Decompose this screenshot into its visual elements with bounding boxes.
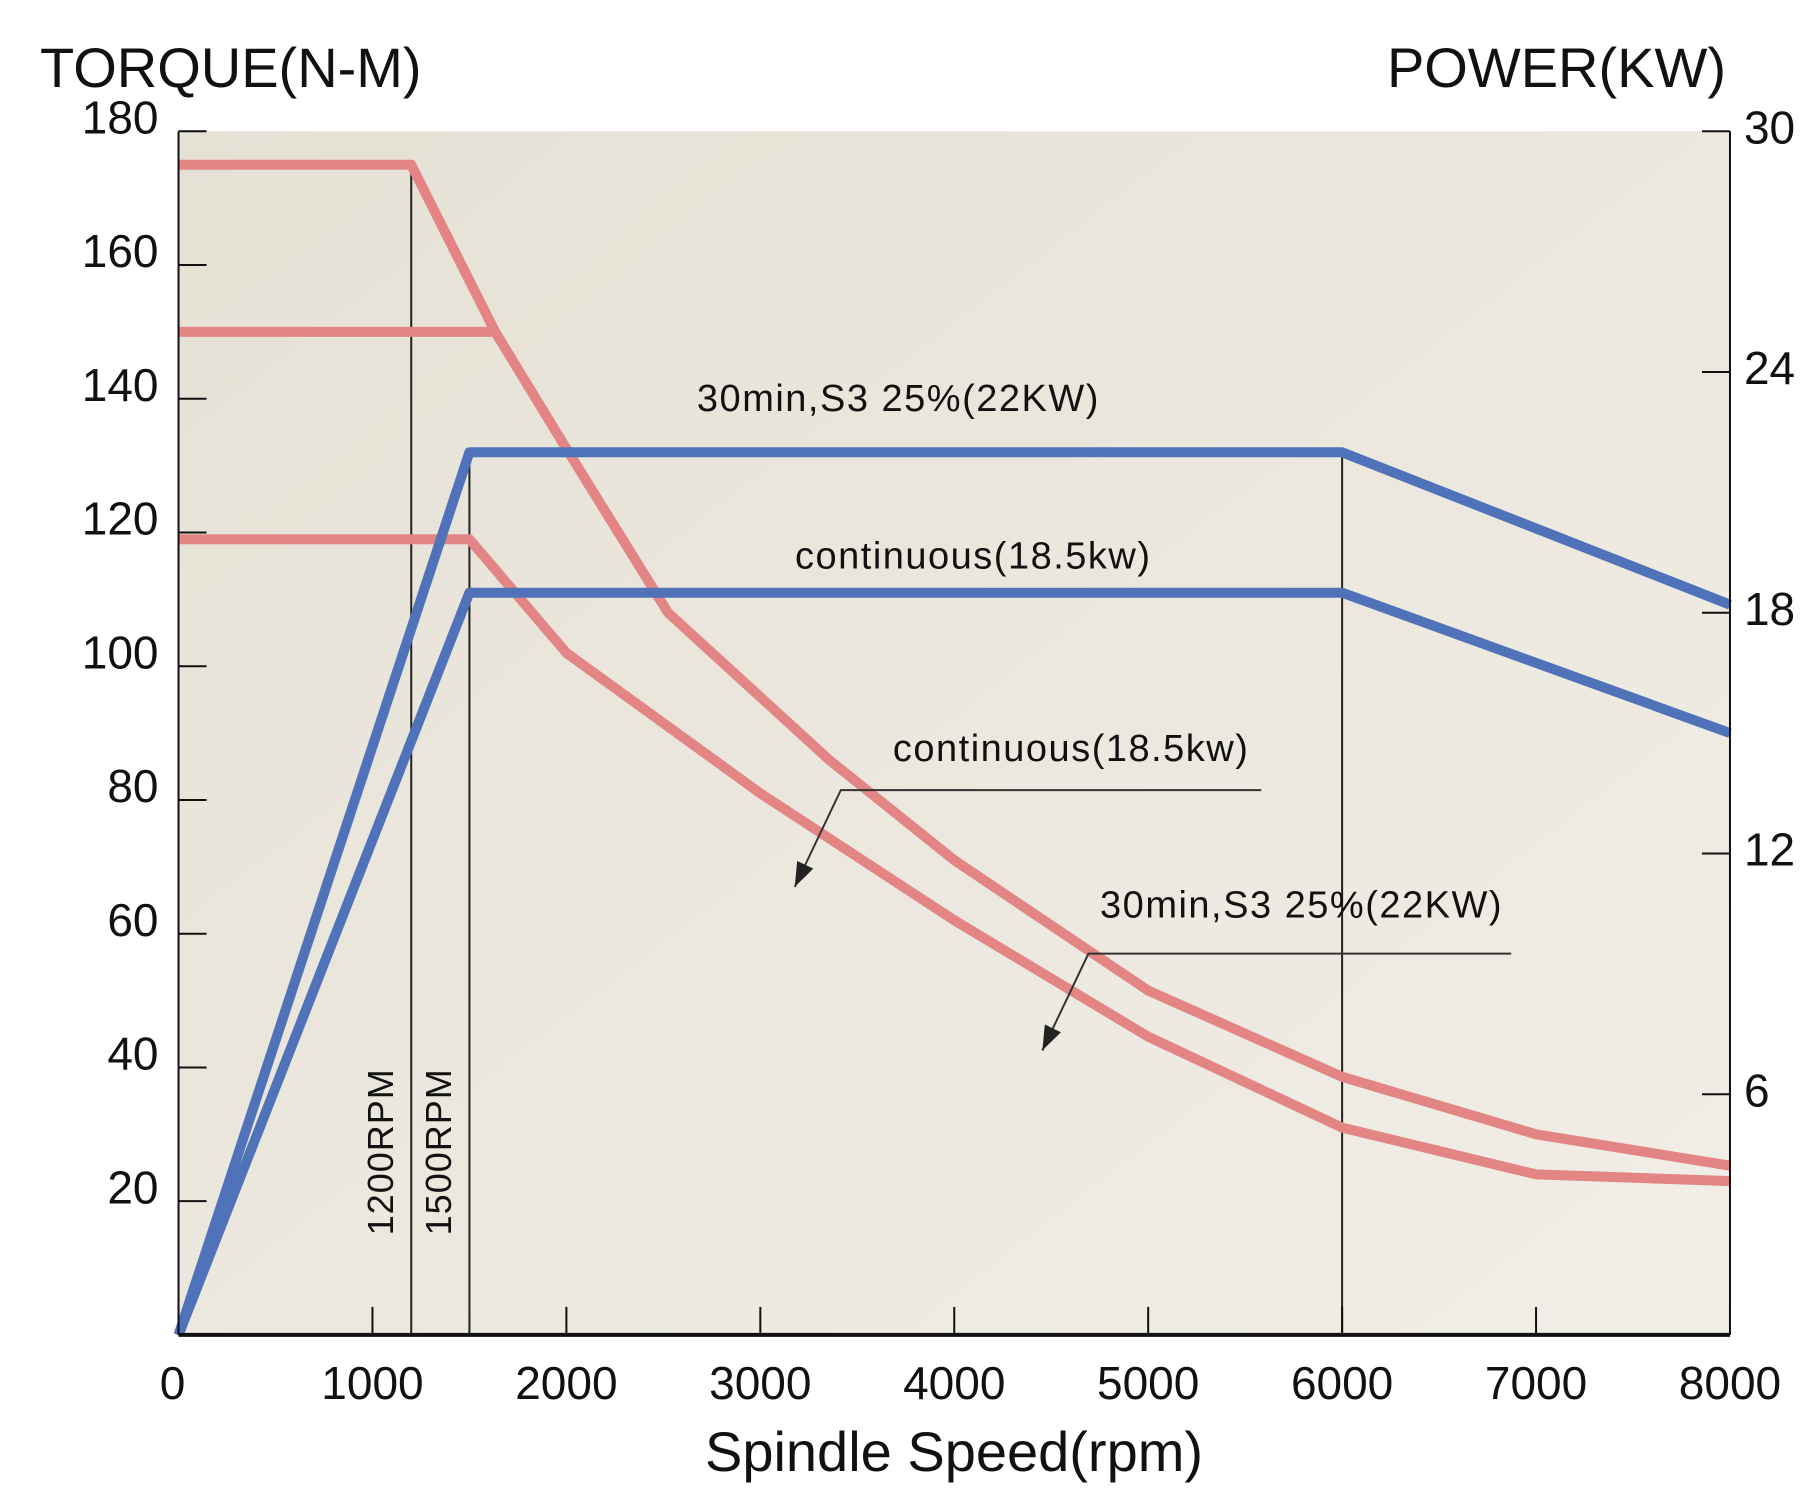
reference-label: 1500RPM <box>418 1068 459 1235</box>
x-tick-label: 8000 <box>1679 1357 1781 1409</box>
annotation: continuous(18.5kw) <box>795 536 1152 578</box>
y-tick-label: 180 <box>82 91 159 143</box>
series-line <box>173 587 1732 1337</box>
x-tick-label: 2000 <box>515 1357 617 1409</box>
x-tick-label: 6000 <box>1291 1357 1393 1409</box>
y2-tick-label: 30 <box>1744 101 1795 153</box>
y2-tick-label: 12 <box>1744 824 1795 876</box>
series-line <box>178 159 1731 1171</box>
y-tick-label: 80 <box>107 760 158 812</box>
x-tick-label: 3000 <box>709 1357 811 1409</box>
series-line <box>178 534 1731 1187</box>
y2-axis-title: POWER(KW) <box>1387 36 1726 99</box>
y-tick-label: 160 <box>82 225 159 277</box>
annotation: 30min,S3 25%(22KW) <box>1100 885 1503 927</box>
leader-line <box>793 789 1262 888</box>
annotation: 30min,S3 25%(22KW) <box>697 378 1100 420</box>
y-tick-label: 40 <box>107 1028 158 1080</box>
y2-tick-label: 18 <box>1744 583 1795 635</box>
x-tick-label: 4000 <box>903 1357 1005 1409</box>
y-tick-label: 60 <box>107 894 158 946</box>
y-tick-label: 20 <box>107 1161 158 1213</box>
reference-label: 1200RPM <box>360 1068 401 1235</box>
x-tick-label: 1000 <box>321 1357 423 1409</box>
y-tick-label: 140 <box>82 359 159 411</box>
x-axis-title: Spindle Speed(rpm) <box>705 1420 1203 1483</box>
y-tick-label: 100 <box>82 626 159 678</box>
x-tick-label: 5000 <box>1097 1357 1199 1409</box>
series-line <box>173 447 1732 1337</box>
y-axis-title: TORQUE(N-M) <box>40 36 422 99</box>
annotation: continuous(18.5kw) <box>893 728 1250 770</box>
x-tick-label: 7000 <box>1485 1357 1587 1409</box>
leader-arrow <box>794 860 814 887</box>
y-tick-label: 120 <box>82 493 159 545</box>
leader-arrow <box>1042 1024 1061 1051</box>
y2-tick-label: 6 <box>1744 1064 1770 1116</box>
leader-line <box>1041 952 1512 1051</box>
y2-tick-label: 24 <box>1744 342 1795 394</box>
x-tick-label: 0 <box>160 1357 186 1409</box>
